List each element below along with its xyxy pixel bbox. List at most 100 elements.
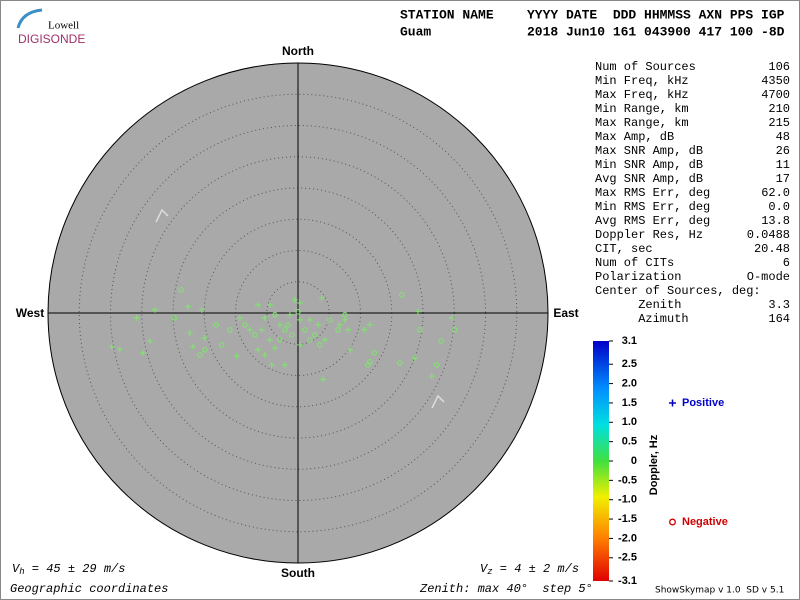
source-negative bbox=[227, 327, 233, 333]
source-negative bbox=[312, 332, 318, 338]
legend-label: Negative bbox=[682, 516, 728, 528]
source-positive bbox=[261, 351, 268, 358]
stat-label: Max Amp, dB bbox=[595, 130, 674, 144]
colorbar-tick-label: 3.1 bbox=[622, 335, 637, 347]
source-negative bbox=[452, 327, 458, 333]
colorbar-tick-label: 1.0 bbox=[622, 416, 637, 428]
source-negative bbox=[178, 287, 184, 293]
stat-label: Doppler Res, Hz bbox=[595, 228, 703, 242]
source-negative bbox=[438, 338, 444, 344]
source-negative bbox=[302, 327, 308, 333]
vh-text: = 45 ± 29 m/s bbox=[25, 562, 126, 576]
logo-swoosh bbox=[16, 8, 43, 29]
stat-label: Max Range, km bbox=[595, 116, 689, 130]
stat-label: Polarization bbox=[595, 270, 681, 284]
zenith-info: Zenith: max 40° step 5° bbox=[419, 582, 593, 596]
colorbar-tick-label: 1.5 bbox=[622, 397, 637, 409]
stat-label: Zenith bbox=[595, 298, 681, 312]
stat-label: Min Range, km bbox=[595, 102, 689, 116]
vz-symbol: V bbox=[480, 562, 489, 576]
source-negative bbox=[171, 315, 177, 321]
colorbar-tick-label: -2.0 bbox=[618, 532, 637, 544]
source-positive bbox=[411, 355, 418, 361]
stat-label: Max RMS Err, deg bbox=[595, 186, 710, 200]
colorbar bbox=[593, 341, 609, 581]
source-positive bbox=[346, 346, 353, 353]
stat-value: 62.0 bbox=[761, 186, 790, 200]
source-negative bbox=[202, 347, 208, 353]
columns-values: 2018 Jun10 161 043900 417 100 -8D bbox=[527, 24, 785, 39]
station: Guam bbox=[400, 24, 431, 39]
source-positive bbox=[261, 315, 268, 321]
columns-label: YYYY DATE DDD HHMMSS AXN PPS IGP bbox=[527, 7, 785, 22]
colorbar-tick-label: 0 bbox=[631, 455, 637, 467]
source-positive bbox=[255, 301, 261, 308]
stat-value: 20.48 bbox=[754, 242, 790, 256]
colorbar-tick-label: 0.5 bbox=[622, 436, 637, 448]
source-positive bbox=[415, 308, 421, 315]
legend: Positive Negative bbox=[669, 397, 728, 528]
source-positive bbox=[258, 326, 265, 333]
legend-label: Positive bbox=[682, 397, 724, 409]
east-label: East bbox=[553, 306, 578, 320]
source-negative bbox=[282, 327, 288, 333]
source-positive bbox=[201, 335, 208, 341]
source-positive bbox=[296, 300, 303, 306]
logo-bottom: DIGISONDE bbox=[18, 32, 85, 46]
stat-value: 4700 bbox=[761, 88, 790, 102]
source-positive bbox=[296, 316, 303, 323]
source-positive bbox=[291, 296, 298, 303]
source-positive bbox=[318, 295, 325, 301]
source-positive bbox=[286, 311, 293, 318]
stat-value: O-mode bbox=[747, 270, 790, 284]
colorbar-tick-label: -2.5 bbox=[618, 552, 637, 564]
source-positive bbox=[266, 336, 273, 343]
source-negative bbox=[252, 332, 258, 338]
west-label: West bbox=[16, 306, 44, 320]
source-positive bbox=[246, 326, 253, 333]
source-negative bbox=[219, 342, 225, 348]
colorbar-tick-label: -1.5 bbox=[618, 513, 637, 525]
stat-value: 4350 bbox=[761, 74, 790, 88]
source-positive bbox=[151, 306, 158, 313]
colorbar-tick-label: -3.1 bbox=[618, 575, 637, 587]
source-positive bbox=[315, 321, 321, 328]
version: ShowSkymap v 1.0 SD v 5.1 bbox=[655, 586, 784, 596]
source-positive bbox=[236, 315, 243, 321]
stat-label: CIT, sec bbox=[595, 242, 653, 256]
stat-value: 164 bbox=[768, 312, 790, 326]
stat-value: 6 bbox=[783, 256, 790, 270]
source-positive bbox=[341, 316, 348, 323]
stat-label: Avg RMS Err, deg bbox=[595, 214, 710, 228]
south-label: South bbox=[281, 566, 315, 580]
source-negative bbox=[335, 327, 341, 333]
source-negative bbox=[295, 309, 301, 315]
source-positive bbox=[448, 315, 455, 321]
stat-value: 17 bbox=[776, 172, 790, 186]
source-positive bbox=[266, 301, 273, 308]
stat-value: 0.0 bbox=[768, 200, 790, 214]
source-negative bbox=[434, 362, 440, 368]
source-positive bbox=[366, 321, 373, 328]
stat-value: 3.3 bbox=[768, 298, 790, 312]
source-positive bbox=[185, 303, 191, 310]
source-positive bbox=[321, 336, 328, 343]
stat-label: Num of CITs bbox=[595, 256, 674, 270]
stat-value: 26 bbox=[776, 144, 790, 158]
legend-marker bbox=[669, 518, 676, 526]
source-positive bbox=[345, 326, 351, 333]
plot bbox=[47, 62, 549, 564]
stat-label: Avg SNR Amp, dB bbox=[595, 172, 703, 186]
vh-symbol: V bbox=[12, 562, 21, 576]
source-negative bbox=[327, 317, 333, 323]
source-negative bbox=[342, 312, 348, 318]
stat-value: 48 bbox=[776, 130, 790, 144]
vz: Vz = 4 ± 2 m/s bbox=[480, 562, 579, 577]
source-negative bbox=[197, 352, 203, 358]
colorbar-tick-label: 2.5 bbox=[622, 358, 637, 370]
source-positive bbox=[320, 376, 326, 383]
marker-arrow bbox=[155, 208, 169, 223]
source-positive bbox=[233, 353, 240, 360]
source-negative bbox=[213, 322, 219, 328]
